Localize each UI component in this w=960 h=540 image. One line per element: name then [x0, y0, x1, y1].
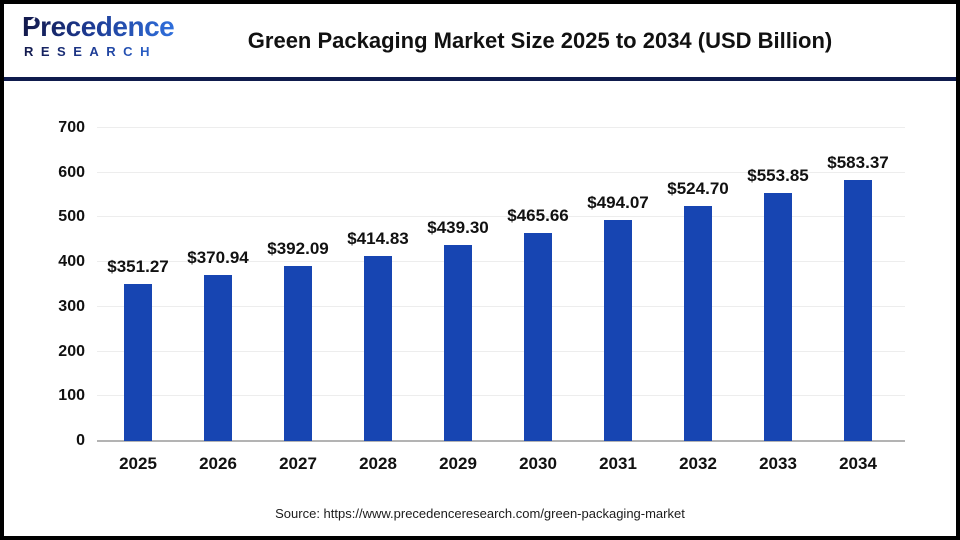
y-axis-tick-400: 400 [58, 253, 85, 271]
brand-logo: Precedence RESEARCH [22, 11, 175, 59]
value-label-2029: $439.30 [427, 217, 489, 237]
bar-2027 [284, 265, 312, 441]
x-axis-tick-2029: 2029 [439, 454, 477, 473]
x-axis-tick-2026: 2026 [199, 454, 237, 473]
y-axis-tick-300: 300 [58, 297, 85, 315]
value-label-2033: $553.85 [747, 166, 809, 186]
value-label-2027: $392.09 [267, 238, 329, 258]
x-axis-tick-2025: 2025 [119, 454, 157, 473]
y-axis-tick-0: 0 [76, 432, 85, 449]
x-axis-tick-2032: 2032 [679, 454, 717, 473]
x-axis-tick-2033: 2033 [759, 454, 797, 473]
bar-2025 [124, 283, 152, 441]
header: Precedence RESEARCH Green Packaging Mark… [4, 4, 956, 81]
x-axis-tick-2030: 2030 [519, 454, 557, 473]
x-axis-tick-2034: 2034 [839, 454, 877, 473]
gridline-100 [97, 395, 905, 397]
x-axis-tick-2027: 2027 [279, 454, 317, 473]
source-text: Source: https://www.precedenceresearch.c… [275, 506, 685, 521]
y-axis-tick-700: 700 [58, 119, 85, 136]
value-label-2026: $370.94 [187, 248, 249, 268]
bar-2029 [444, 244, 472, 441]
value-label-2028: $414.83 [347, 228, 409, 248]
brand-name: Precedence [22, 11, 175, 42]
gridline-200 [97, 350, 905, 352]
x-axis-tick-2031: 2031 [599, 454, 637, 473]
value-label-2034: $583.37 [827, 153, 889, 173]
gridline-500 [97, 216, 905, 218]
bar-2028 [364, 255, 392, 441]
value-label-2032: $524.70 [667, 179, 729, 199]
chart-title: Green Packaging Market Size 2025 to 2034… [247, 27, 833, 53]
bar-2030 [524, 232, 552, 441]
gridline-300 [97, 305, 905, 307]
y-axis-tick-100: 100 [58, 387, 85, 405]
brand-subtitle: RESEARCH [22, 45, 174, 58]
y-axis-tick-600: 600 [58, 163, 85, 181]
plot-area: 0 100 200 300 400 500 600 700 $351.27 2025 $370.94… [58, 119, 905, 473]
value-label-2031: $494.07 [587, 193, 649, 213]
gridline-700 [97, 127, 905, 128]
gridline-600 [97, 171, 905, 173]
bar-2033 [764, 193, 792, 441]
gridline-400 [97, 261, 905, 263]
value-label-2030: $465.66 [507, 205, 569, 225]
bar-2032 [684, 206, 712, 441]
value-label-2025: $351.27 [107, 256, 169, 276]
x-axis-tick-2028: 2028 [359, 454, 397, 473]
y-axis-tick-200: 200 [58, 342, 85, 360]
bar-2026 [204, 275, 232, 441]
y-axis-tick-500: 500 [58, 208, 85, 226]
bar-2031 [604, 220, 632, 441]
bar-2034 [844, 180, 872, 441]
x-axis-line [97, 440, 905, 442]
